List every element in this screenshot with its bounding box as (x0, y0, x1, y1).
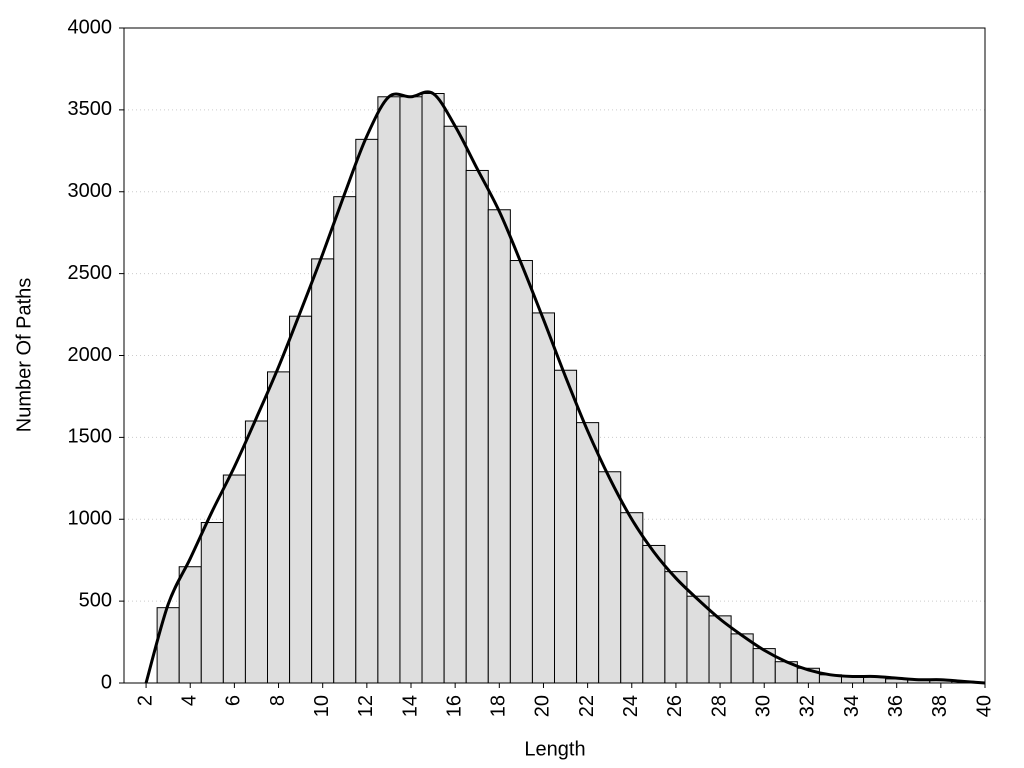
x-tick-label: 16 (443, 695, 465, 717)
bar (642, 544, 666, 684)
y-tick-label: 4000 (68, 16, 113, 38)
bar (443, 125, 467, 684)
bar (465, 169, 489, 684)
bar (487, 209, 511, 684)
x-tick-label: 32 (797, 695, 819, 717)
x-tick-label: 18 (488, 695, 510, 717)
y-axis-label: Number Of Paths (13, 278, 35, 433)
y-tick-label: 1500 (68, 426, 113, 448)
x-tick-label: 22 (576, 695, 598, 717)
bar (333, 196, 357, 684)
x-tick-label: 12 (355, 695, 377, 717)
density-line (144, 90, 986, 685)
x-tick-label: 26 (664, 695, 686, 717)
x-tick-label: 34 (841, 695, 863, 717)
bar (377, 96, 401, 684)
bar (598, 471, 622, 684)
x-tick-label: 36 (885, 695, 907, 717)
bar (509, 260, 533, 684)
x-tick-label: 8 (267, 695, 289, 706)
bar (664, 571, 688, 684)
bar (178, 566, 202, 684)
y-tick-label: 1000 (68, 508, 113, 530)
plot-frame (123, 27, 986, 684)
x-tick-label: 24 (620, 695, 642, 717)
bar (222, 474, 246, 684)
bar (576, 422, 600, 684)
x-tick-label: 28 (708, 695, 730, 717)
y-tick-label: 2000 (68, 344, 113, 366)
bar (531, 312, 556, 684)
x-tick-label: 40 (973, 695, 995, 717)
bar (200, 522, 224, 684)
bar (686, 595, 710, 684)
bar (355, 138, 379, 684)
bar (421, 93, 445, 684)
y-tick-label: 3500 (68, 98, 113, 120)
y-tick-label: 2500 (68, 262, 113, 284)
x-tick-label: 4 (179, 695, 201, 706)
x-tick-label: 30 (753, 695, 775, 717)
bar (399, 96, 423, 684)
bar (267, 371, 291, 684)
bar (620, 512, 644, 684)
x-tick-label: 10 (311, 695, 333, 717)
y-tick-label: 3000 (68, 180, 113, 202)
x-tick-label: 2 (134, 695, 156, 706)
bar (289, 315, 313, 684)
bar (554, 369, 578, 684)
y-tick-label: 0 (101, 671, 112, 693)
bar (156, 607, 180, 684)
x-tick-label: 14 (399, 695, 421, 717)
bar (311, 258, 335, 684)
bar (244, 420, 269, 684)
y-tick-label: 500 (79, 589, 112, 611)
x-tick-label: 6 (223, 695, 245, 706)
x-tick-label: 38 (929, 695, 951, 717)
x-axis-label: Length (524, 738, 585, 760)
x-tick-label: 20 (532, 695, 554, 717)
